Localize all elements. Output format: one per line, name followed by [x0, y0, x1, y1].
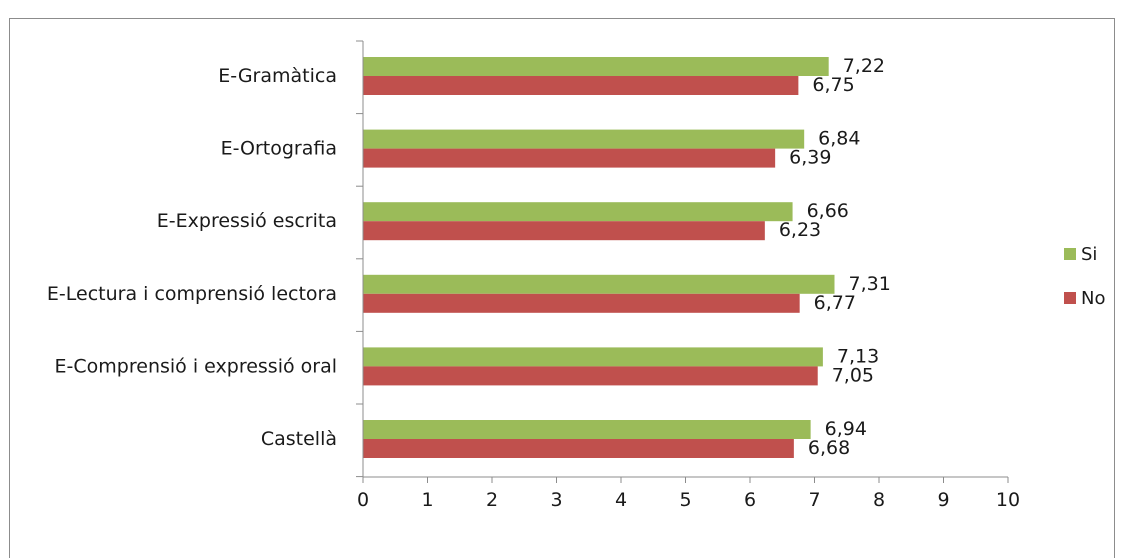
data-label-si-e-lectura-i-comprensio-lectora: 7,31 [848, 273, 890, 295]
data-label-si-castella: 6,94 [825, 418, 867, 440]
data-label-no-castella: 6,68 [808, 437, 850, 459]
data-label-no-e-comprensio-i-expressio-oral: 7,05 [832, 364, 874, 386]
data-label-no-e-gramatica: 6,75 [812, 74, 854, 96]
category-label-castella: Castellà [261, 428, 337, 450]
value-tick-label-3: 3 [550, 489, 562, 511]
value-tick-label-6: 6 [744, 489, 756, 511]
data-label-no-e-lectura-i-comprensio-lectora: 6,77 [814, 292, 856, 314]
bar-no-e-expressio-escrita [363, 221, 765, 241]
bar-chart: 7,226,75 E-Gramàtica 6,846,39 E-Ortografia 6… [47, 40, 1105, 511]
legend-label-si: Si [1081, 244, 1097, 265]
value-tick-label-1: 1 [421, 489, 433, 511]
data-label-no-e-expressio-escrita: 6,23 [779, 219, 821, 241]
value-tick-label-0: 0 [357, 489, 369, 511]
bar-no-e-ortografia [363, 148, 776, 168]
value-tick-label-8: 8 [873, 489, 885, 511]
bar-no-e-lectura-i-comprensio-lectora [363, 293, 800, 313]
bar-si-e-ortografia [363, 129, 805, 149]
legend-label-no: No [1081, 288, 1105, 309]
category-label-e-ortografia: E-Ortografia [221, 138, 337, 160]
category-label-e-lectura-i-comprensio-lectora: E-Lectura i comprensió lectora [47, 283, 337, 305]
bar-si-e-gramatica [363, 57, 829, 76]
value-tick-label-9: 9 [937, 489, 949, 511]
bar-si-e-lectura-i-comprensio-lectora [363, 274, 835, 294]
bar-si-e-comprensio-i-expressio-oral [363, 347, 823, 367]
data-label-no-e-ortografia: 6,39 [789, 147, 831, 169]
value-tick-label-4: 4 [615, 489, 627, 511]
legend-swatch-si [1064, 248, 1076, 260]
value-tick-label-10: 10 [996, 489, 1020, 511]
category-label-e-expressio-escrita: E-Expressió escrita [157, 210, 337, 232]
value-tick-label-2: 2 [486, 489, 498, 511]
bar-no-e-gramatica [363, 76, 799, 95]
bar-si-e-expressio-escrita [363, 202, 793, 222]
legend-swatch-no [1064, 292, 1076, 304]
bar-si-castella [363, 420, 811, 439]
data-label-si-e-comprensio-i-expressio-oral: 7,13 [837, 345, 879, 367]
data-label-si-e-ortografia: 6,84 [818, 128, 860, 150]
category-label-e-gramatica: E-Gramàtica [218, 65, 337, 87]
value-tick-label-7: 7 [808, 489, 820, 511]
bar-no-e-comprensio-i-expressio-oral [363, 366, 818, 386]
bar-no-castella [363, 439, 794, 458]
value-tick-label-5: 5 [679, 489, 691, 511]
category-label-e-comprensio-i-expressio-oral: E-Comprensió i expressió oral [55, 355, 337, 377]
data-label-si-e-expressio-escrita: 6,66 [807, 200, 849, 222]
data-label-si-e-gramatica: 7,22 [843, 55, 885, 77]
